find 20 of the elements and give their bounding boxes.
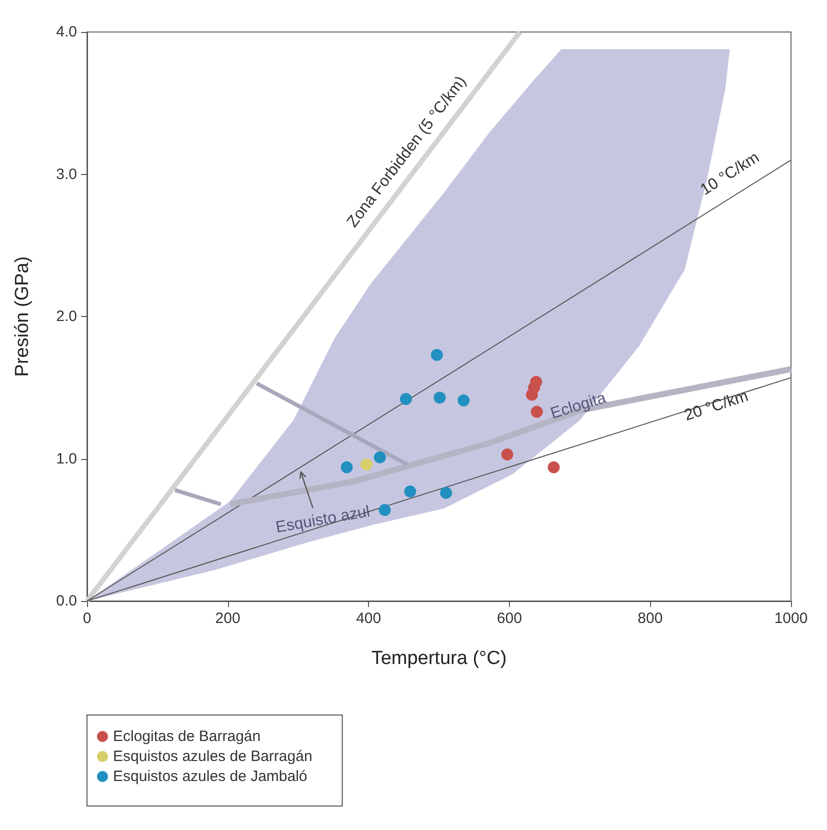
legend-label: Eclogitas de Barragán	[113, 728, 261, 745]
annotation: Eclogita	[548, 390, 608, 423]
x-tick-label: 1000	[774, 610, 808, 627]
y-tick-label: 2.0	[56, 308, 77, 325]
x-tick-label: 0	[82, 610, 92, 627]
x-tick-label: 600	[496, 610, 522, 627]
x-tick-label: 400	[356, 610, 382, 627]
y-tick-label: 4.0	[56, 24, 77, 40]
y-tick-label: 3.0	[56, 166, 77, 183]
annotation: 20 °C/km	[682, 388, 750, 424]
annotation: Esquisto azul	[274, 503, 372, 537]
legend-label: Esquistos azules de Barragán	[113, 748, 312, 765]
x-tick-label: 200	[215, 610, 240, 627]
y-tick-label: 1.0	[56, 450, 77, 468]
legend-label: Esquistos azules de Jambaló	[113, 768, 308, 785]
y-axis-title: Presión (GPa)	[12, 256, 33, 377]
annotation: 10 °C/km	[698, 149, 762, 199]
x-tick-label: 800	[638, 610, 663, 627]
y-tick-label: 0.0	[56, 592, 77, 610]
x-axis-title: Tempertura (°C)	[371, 648, 507, 669]
